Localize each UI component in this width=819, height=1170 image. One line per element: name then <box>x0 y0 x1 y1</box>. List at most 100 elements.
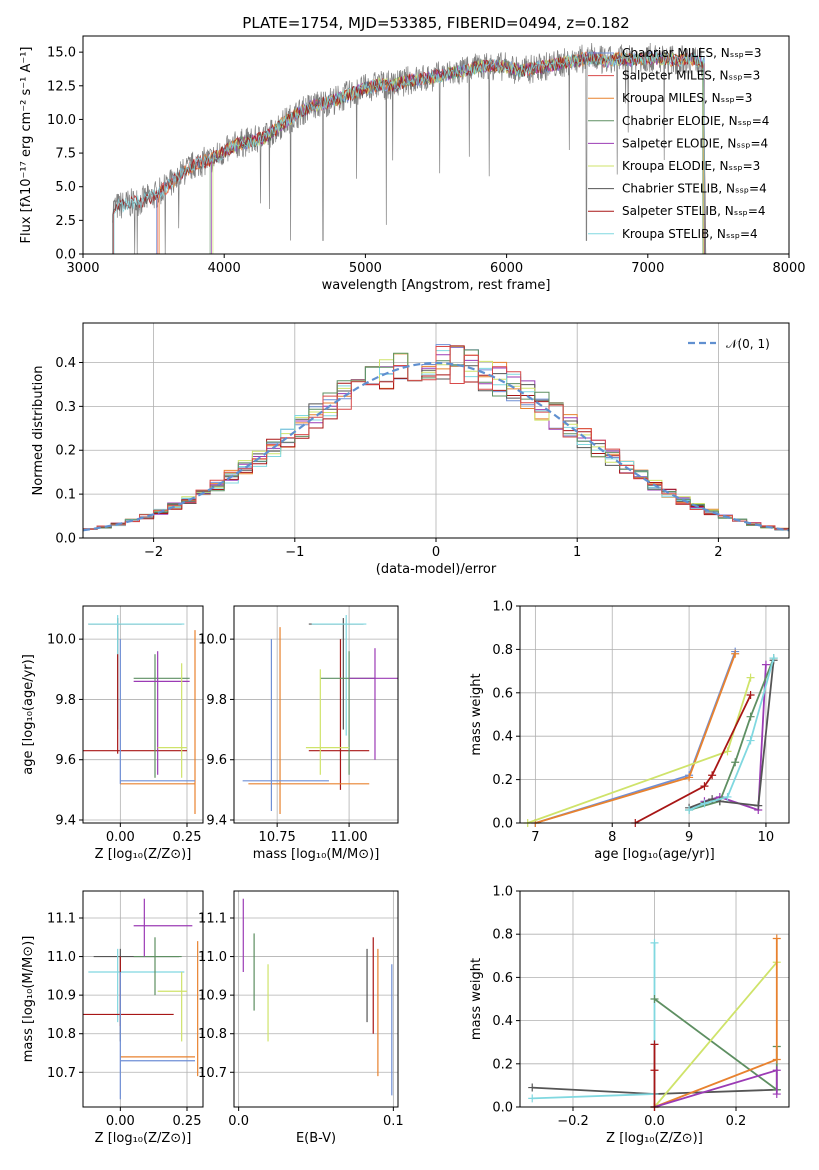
weight-point-kroupa_stelib <box>700 799 709 808</box>
x-axis-label: (data-model)/error <box>376 562 497 577</box>
x-tick-label: 6000 <box>490 261 523 276</box>
x-tick-label: 7000 <box>631 261 664 276</box>
axes-frame <box>233 890 399 1108</box>
x-axis-label: wavelength [Angstrom, rest frame] <box>322 278 551 293</box>
weight-point-kroupa_miles <box>772 1055 781 1064</box>
x-tick-label: 0.0 <box>644 1114 665 1129</box>
x-tick-label: 8000 <box>772 261 805 276</box>
y-tick-label: 9.6 <box>55 753 76 768</box>
observed-spectrum-line <box>112 42 705 254</box>
axes-frame <box>82 890 204 1108</box>
chart-title: PLATE=1754, MJD=53385, FIBERID=0494, z=0… <box>242 14 629 32</box>
weight-point-kroupa_miles <box>772 934 781 943</box>
x-tick-label: 0 <box>432 545 440 560</box>
axes-frame <box>233 605 399 824</box>
y-tick-label: 9.6 <box>206 753 227 768</box>
y-tick-label: 10.8 <box>198 1027 227 1042</box>
x-axis-label: Z [log₁₀(Z/Z⊙)] <box>95 847 192 862</box>
y-tick-label: 0.6 <box>492 971 513 986</box>
x-tick-label: 10 <box>758 830 775 845</box>
panel-3 <box>79 606 203 827</box>
x-tick-label: 0.2 <box>726 1114 747 1129</box>
weight-point-salpeter_stelib <box>650 1066 659 1075</box>
y-tick-label: 10.0 <box>47 113 76 128</box>
legend-entry: Salpeter MILES, Nₛₛₚ=3 <box>622 69 760 83</box>
weight-point-salpeter_stelib <box>650 1040 659 1049</box>
y-axis-label: mass weight <box>469 673 484 755</box>
weight-line-kroupa_miles <box>535 653 737 824</box>
panel-6 <box>79 891 203 1111</box>
x-tick-label: 0.00 <box>106 830 135 845</box>
x-tick-label: 8 <box>608 830 616 845</box>
y-tick-label: 0.4 <box>492 730 513 745</box>
axes-frame <box>82 322 790 539</box>
y-tick-label: 5.0 <box>55 180 76 195</box>
normal-curve-line <box>82 361 790 532</box>
weight-line-kroupa_elodie <box>653 961 778 1108</box>
y-tick-label: 0.1 <box>55 488 76 503</box>
y-tick-label: 0.2 <box>492 1057 513 1072</box>
y-tick-label: 10.9 <box>198 989 227 1004</box>
y-tick-label: 0.3 <box>55 400 76 415</box>
y-tick-label: 9.8 <box>55 693 76 708</box>
legend-entry: Kroupa MILES, Nₛₛₚ=3 <box>622 91 752 105</box>
weight-point-kroupa_stelib <box>528 1094 537 1103</box>
weight-line-salpeter_elodie <box>704 664 767 812</box>
weight-point-kroupa_stelib <box>723 792 732 801</box>
y-tick-label: 0.4 <box>55 356 76 371</box>
weight-point-kroupa_miles <box>685 773 694 782</box>
y-tick-label: 10.0 <box>47 633 76 648</box>
x-tick-label: 2 <box>714 545 722 560</box>
y-tick-label: 12.5 <box>47 79 76 94</box>
x-tick-label: 7 <box>531 830 539 845</box>
panel-1 <box>79 51 790 258</box>
y-tick-label: 11.0 <box>47 950 76 965</box>
x-tick-label: −1 <box>285 545 304 560</box>
x-axis-label: Z [log₁₀(Z/Z⊙)] <box>606 1131 703 1146</box>
legend-entry: Chabrier MILES, Nₛₛₚ=3 <box>622 46 762 60</box>
weight-point-salpeter_stelib <box>746 690 755 699</box>
y-tick-label: 0.0 <box>492 817 513 832</box>
y-tick-label: 10.9 <box>47 989 76 1004</box>
x-tick-label: 4000 <box>208 261 241 276</box>
y-axis-label: Flux [fλ10⁻¹⁷ erg cm⁻² s⁻¹ A⁻¹] <box>19 47 34 244</box>
y-tick-label: 0.8 <box>492 928 513 943</box>
weight-point-salpeter_stelib <box>700 782 709 791</box>
model-spectrum-kroupa_elodie <box>212 52 704 254</box>
y-tick-label: 11.0 <box>198 950 227 965</box>
panel-2 <box>79 323 789 542</box>
model-spectrum-kroupa_stelib <box>113 50 706 254</box>
weight-point-chabrier_elodie <box>746 712 755 721</box>
panel-7 <box>230 891 398 1111</box>
weight-line-salpeter_elodie <box>654 1069 778 1108</box>
weight-point-kroupa_stelib <box>650 938 659 947</box>
x-tick-label: 10.75 <box>259 830 296 845</box>
y-tick-label: 9.8 <box>206 693 227 708</box>
y-tick-label: 10.8 <box>47 1027 76 1042</box>
weight-point-kroupa_miles <box>731 649 740 658</box>
y-axis-label: mass [log₁₀(M/M⊙)] <box>21 936 36 1063</box>
y-axis-label: Normed distribution <box>31 366 46 496</box>
y-tick-label: 0.2 <box>492 773 513 788</box>
x-tick-label: 0.25 <box>173 1114 202 1129</box>
x-tick-label: 11.00 <box>330 830 367 845</box>
y-tick-label: 10.7 <box>47 1066 76 1081</box>
weight-point-kroupa_stelib <box>769 654 778 663</box>
x-tick-label: −0.2 <box>557 1114 589 1129</box>
x-axis-label: mass [log₁₀(M/M⊙)] <box>253 847 380 862</box>
y-tick-label: 0.0 <box>492 1101 513 1116</box>
y-tick-label: 0.2 <box>55 444 76 459</box>
weight-point-chabrier_stelib <box>754 801 763 810</box>
legend-entry: Chabrier ELODIE, Nₛₛₚ=4 <box>622 114 769 128</box>
axes-frame <box>82 35 790 255</box>
weight-line-chabrier_miles <box>535 651 737 824</box>
y-tick-label: 0.0 <box>55 532 76 547</box>
weight-point-chabrier_stelib <box>528 1083 537 1092</box>
histogram-chabrier_elodie <box>83 349 789 533</box>
y-tick-label: 10.0 <box>198 633 227 648</box>
y-tick-label: 15.0 <box>47 46 76 61</box>
y-tick-label: 0.8 <box>492 643 513 658</box>
y-tick-label: 9.4 <box>206 813 227 828</box>
x-tick-label: 0.00 <box>106 1114 135 1129</box>
weight-point-kroupa_elodie <box>723 747 732 756</box>
